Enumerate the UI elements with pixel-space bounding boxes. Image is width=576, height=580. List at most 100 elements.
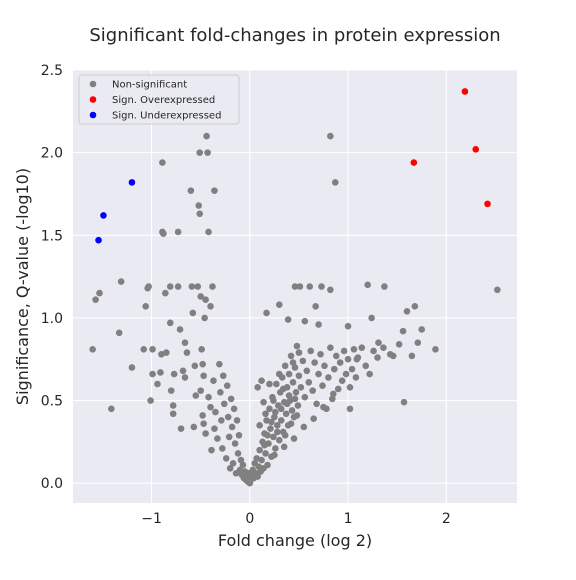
data-point-non-significant	[340, 347, 348, 355]
legend-marker	[89, 96, 97, 103]
data-point-non-significant	[271, 451, 278, 459]
data-point-non-significant	[224, 413, 232, 421]
data-point-non-significant	[336, 359, 344, 366]
data-point-non-significant	[312, 303, 319, 310]
legend-marker	[89, 111, 97, 119]
data-point-non-significant	[188, 283, 196, 290]
data-point-non-significant	[362, 362, 370, 370]
data-point-non-significant	[212, 408, 219, 416]
data-point-non-significant	[297, 384, 305, 391]
data-point-non-significant	[202, 296, 209, 304]
data-point-non-significant	[290, 435, 298, 442]
legend: Non-significant Sign. Overexpressed Sign. …	[78, 74, 240, 125]
data-point-non-significant	[301, 393, 309, 401]
data-point-non-significant	[223, 382, 231, 389]
data-point-non-significant	[272, 408, 279, 416]
data-point-non-significant	[191, 362, 199, 370]
data-point-non-significant	[174, 228, 182, 236]
data-point-non-significant	[216, 360, 223, 368]
x-tick-label: 2	[442, 511, 451, 527]
data-point-non-significant	[89, 346, 96, 353]
data-point-non-significant	[115, 329, 123, 337]
data-point-non-significant	[319, 382, 326, 389]
chart-title: Significant fold-changes in protein expr…	[89, 25, 500, 46]
data-point-non-significant	[200, 372, 207, 380]
data-point-non-significant	[293, 412, 301, 419]
data-point-non-significant	[270, 397, 277, 404]
data-point-non-significant	[197, 387, 204, 394]
data-point-non-significant	[254, 473, 261, 480]
data-point-non-significant	[181, 339, 189, 346]
legend-marker	[89, 80, 97, 88]
data-point-non-significant	[315, 370, 322, 378]
data-point-non-significant	[277, 405, 285, 413]
data-point-non-significant	[334, 385, 342, 393]
data-point-non-significant	[494, 286, 501, 294]
data-point-non-significant	[291, 364, 299, 371]
data-point-non-significant	[318, 283, 325, 290]
data-point-non-significant	[262, 450, 269, 457]
data-point-non-significant	[307, 347, 315, 355]
data-point-non-significant	[348, 365, 356, 373]
data-point-non-significant	[220, 400, 228, 408]
data-point-non-significant	[381, 283, 388, 290]
x-tick-label: 1	[344, 511, 353, 527]
y-tick-label: 1.0	[41, 311, 63, 327]
data-point-non-significant	[211, 187, 218, 194]
data-point-non-significant	[198, 346, 205, 353]
data-point-non-significant	[219, 372, 227, 380]
data-point-sign-underexpressed	[128, 179, 136, 186]
legend-entry-label: Sign. Underexpressed	[112, 111, 221, 122]
data-point-non-significant	[217, 388, 224, 396]
data-point-non-significant	[190, 423, 198, 431]
data-point-non-significant	[352, 374, 360, 381]
data-point-non-significant	[293, 342, 301, 350]
y-tick-label: 0.5	[41, 394, 63, 410]
data-point-non-significant	[169, 410, 177, 418]
data-point-non-significant	[92, 296, 99, 304]
data-point-non-significant	[226, 464, 234, 472]
y-tick-label: 1.5	[41, 228, 63, 244]
data-point-non-significant	[189, 309, 197, 317]
data-point-sign-underexpressed	[95, 236, 102, 244]
data-point-non-significant	[264, 461, 271, 469]
data-point-non-significant	[117, 278, 125, 285]
data-point-non-significant	[208, 446, 215, 454]
data-point-non-significant	[108, 405, 115, 413]
data-point-non-significant	[273, 380, 280, 388]
data-point-non-significant	[329, 395, 336, 403]
data-point-non-significant	[346, 384, 354, 391]
data-point-non-significant	[194, 283, 202, 290]
y-axis-ticks: 0.0 0.5 1.0 1.5 2.0 2.5	[41, 63, 63, 492]
data-point-non-significant	[256, 422, 263, 429]
data-point-non-significant	[374, 354, 381, 361]
data-point-non-significant	[327, 132, 334, 140]
data-point-non-significant	[399, 327, 407, 335]
data-point-non-significant	[266, 405, 273, 413]
x-axis-label: Fold change (log 2)	[218, 531, 372, 550]
data-point-non-significant	[370, 347, 377, 355]
data-point-non-significant	[395, 341, 403, 348]
data-point-non-significant	[289, 379, 297, 386]
data-point-non-significant	[229, 460, 237, 467]
data-point-non-significant	[315, 321, 322, 328]
data-point-non-significant	[205, 228, 212, 236]
data-point-non-significant	[344, 355, 352, 363]
data-point-non-significant	[403, 307, 411, 315]
data-point-non-significant	[142, 303, 149, 310]
data-point-non-significant	[192, 392, 200, 399]
data-point-non-significant	[330, 365, 338, 373]
data-point-non-significant	[285, 370, 293, 378]
data-point-non-significant	[160, 230, 167, 237]
data-point-non-significant	[313, 400, 320, 408]
data-point-non-significant	[197, 293, 204, 300]
data-point-non-significant	[222, 455, 230, 462]
data-point-non-significant	[254, 384, 261, 391]
data-point-non-significant	[177, 425, 185, 432]
x-tick-label: 0	[245, 511, 254, 527]
legend-entry-label: Sign. Overexpressed	[112, 95, 215, 106]
legend-entry-label: Non-significant	[112, 80, 187, 91]
data-point-non-significant	[311, 359, 318, 366]
data-point-non-significant	[149, 346, 156, 353]
data-point-non-significant	[199, 360, 206, 368]
